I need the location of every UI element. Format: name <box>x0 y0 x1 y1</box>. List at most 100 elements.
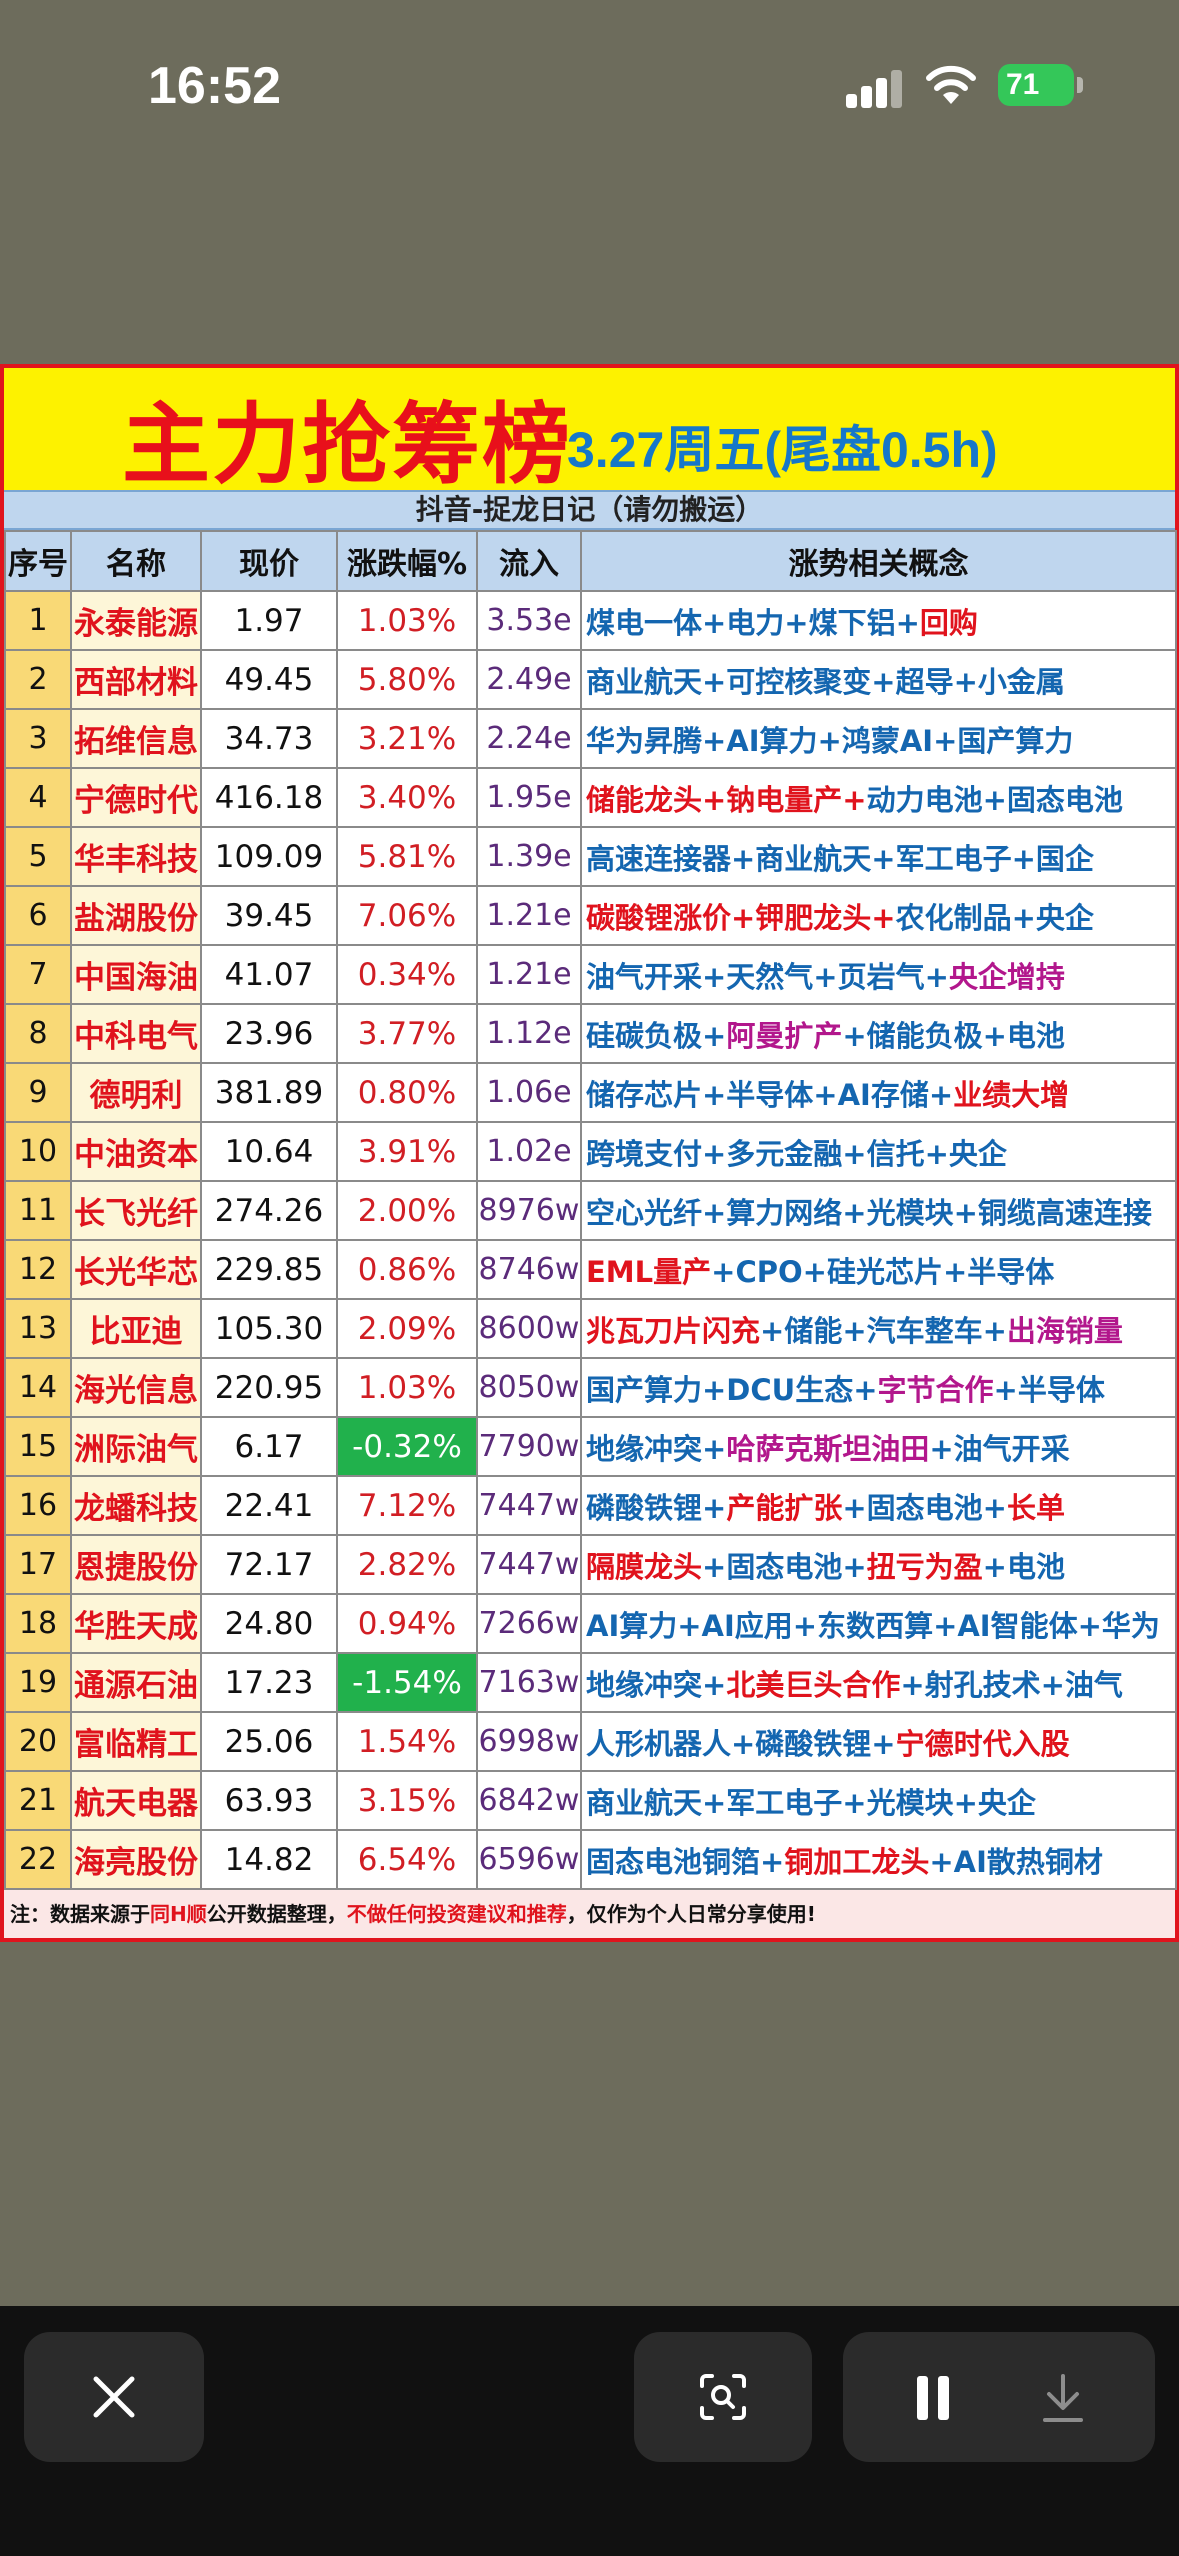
row-index: 4 <box>4 767 72 828</box>
price-change: -0.32% <box>336 1416 478 1477</box>
stock-name: 长光华芯 <box>70 1239 202 1300</box>
concept-segment: 碳酸锂涨价+钾肥龙头+ <box>586 900 896 935</box>
concept-segment: 铜加工龙头 <box>784 1844 930 1879</box>
row-index: 9 <box>4 1062 72 1123</box>
concept-segment: 储存芯片+半导体+AI存储+ <box>586 1077 954 1112</box>
stock-price: 24.80 <box>200 1593 338 1654</box>
ranking-table: 序号 名称 现价 涨跌幅% 流入 涨势相关概念 1 永泰能源 1.97 1.03% 3.… <box>4 530 1177 1890</box>
capital-inflow: 8976w <box>476 1180 582 1241</box>
price-change: 3.40% <box>336 767 478 828</box>
table-row: 21 航天电器 63.93 3.15% 6842w 商业航天+军工电子+光模块+央企 <box>4 1770 1177 1831</box>
concept-segment: 商业航天+可控核聚变+超导+小金属 <box>586 664 1065 699</box>
close-button[interactable] <box>24 2332 204 2462</box>
stock-price: 25.06 <box>200 1711 338 1772</box>
stock-price: 22.41 <box>200 1475 338 1536</box>
header-inflow: 流入 <box>476 530 582 592</box>
table-row: 8 中科电气 23.96 3.77% 1.12e 硅碳负极+阿曼扩产+储能负极+电池 <box>4 1003 1177 1064</box>
capital-inflow: 1.12e <box>476 1003 582 1064</box>
row-index: 1 <box>4 590 72 651</box>
concept-segment: 高速连接器+商业航天+军工电子+国企 <box>586 841 1094 876</box>
row-index: 18 <box>4 1593 72 1654</box>
stock-name: 华丰科技 <box>70 826 202 887</box>
table-row: 4 宁德时代 416.18 3.40% 1.95e 储能龙头+钠电量产+动力电池+固态电池 <box>4 767 1177 828</box>
capital-inflow: 2.49e <box>476 649 582 710</box>
row-index: 12 <box>4 1239 72 1300</box>
capital-inflow: 8746w <box>476 1239 582 1300</box>
capital-inflow: 6998w <box>476 1711 582 1772</box>
capital-inflow: 8600w <box>476 1298 582 1359</box>
download-icon[interactable] <box>1039 2372 1087 2424</box>
pause-icon[interactable] <box>913 2374 953 2422</box>
related-concepts: 国产算力+DCU生态+字节合作+半导体 <box>580 1357 1177 1418</box>
price-change: 0.80% <box>336 1062 478 1123</box>
table-row: 11 长飞光纤 274.26 2.00% 8976w 空心光纤+算力网络+光模块+铜缆高速… <box>4 1180 1177 1241</box>
concept-segment: 油气开采+天然气+页岩气+ <box>586 959 949 994</box>
price-change: 0.86% <box>336 1239 478 1300</box>
concept-segment: 人形机器人+磷酸铁锂+ <box>586 1726 896 1761</box>
row-index: 21 <box>4 1770 72 1831</box>
table-row: 14 海光信息 220.95 1.03% 8050w 国产算力+DCU生态+字节合作+半导… <box>4 1357 1177 1418</box>
table-row: 19 通源石油 17.23 -1.54% 7163w 地缘冲突+北美巨头合作+射孔技术+油… <box>4 1652 1177 1713</box>
stock-name: 中国海油 <box>70 944 202 1005</box>
concept-segment: 动力电池+固态电池 <box>866 782 1123 817</box>
related-concepts: 商业航天+军工电子+光模块+央企 <box>580 1770 1177 1831</box>
row-index: 10 <box>4 1121 72 1182</box>
concept-segment: 国产算力+DCU生态+ <box>586 1372 878 1407</box>
related-concepts: 隔膜龙头+固态电池+扭亏为盈+电池 <box>580 1534 1177 1595</box>
stock-price: 381.89 <box>200 1062 338 1123</box>
table-row: 22 海亮股份 14.82 6.54% 6596w 固态电池铜箔+铜加工龙头+AI散热铜材 <box>4 1829 1177 1890</box>
visual-search-button[interactable] <box>634 2332 812 2462</box>
stock-name: 恩捷股份 <box>70 1534 202 1595</box>
capital-inflow: 7447w <box>476 1534 582 1595</box>
table-row: 17 恩捷股份 72.17 2.82% 7447w 隔膜龙头+固态电池+扭亏为盈+电池 <box>4 1534 1177 1595</box>
stock-name: 中油资本 <box>70 1121 202 1182</box>
price-change: 5.81% <box>336 826 478 887</box>
row-index: 13 <box>4 1298 72 1359</box>
concept-segment: 农化制品+央企 <box>895 900 1094 935</box>
table-row: 15 洲际油气 6.17 -0.32% 7790w 地缘冲突+哈萨克斯坦油田+油气开采 <box>4 1416 1177 1477</box>
stock-price: 6.17 <box>200 1416 338 1477</box>
concept-segment: 华为昇腾+AI算力+鸿蒙AI+国产算力 <box>586 723 1074 758</box>
header-name: 名称 <box>70 530 202 592</box>
price-change: -1.54% <box>336 1652 478 1713</box>
bottom-toolbar <box>0 2306 1179 2556</box>
row-index: 22 <box>4 1829 72 1890</box>
media-controls <box>843 2332 1155 2462</box>
stock-name: 航天电器 <box>70 1770 202 1831</box>
concept-segment: 宁德时代入股 <box>895 1726 1070 1761</box>
stock-name: 永泰能源 <box>70 590 202 651</box>
related-concepts: 华为昇腾+AI算力+鸿蒙AI+国产算力 <box>580 708 1177 769</box>
capital-inflow: 7790w <box>476 1416 582 1477</box>
table-row: 6 盐湖股份 39.45 7.06% 1.21e 碳酸锂涨价+钾肥龙头+农化制品+央企 <box>4 885 1177 946</box>
related-concepts: 硅碳负极+阿曼扩产+储能负极+电池 <box>580 1003 1177 1064</box>
price-change: 1.54% <box>336 1711 478 1772</box>
stock-price: 109.09 <box>200 826 338 887</box>
table-row: 12 长光华芯 229.85 0.86% 8746w EML量产+CPO+硅光芯片+半导体 <box>4 1239 1177 1300</box>
table-row: 20 富临精工 25.06 1.54% 6998w 人形机器人+磷酸铁锂+宁德时代入股 <box>4 1711 1177 1772</box>
related-concepts: 跨境支付+多元金融+信托+央企 <box>580 1121 1177 1182</box>
price-change: 3.21% <box>336 708 478 769</box>
battery-level: 71 <box>998 64 1074 106</box>
stock-name: 盐湖股份 <box>70 885 202 946</box>
stock-name: 比亚迪 <box>70 1298 202 1359</box>
stock-name: 通源石油 <box>70 1652 202 1713</box>
stock-name: 宁德时代 <box>70 767 202 828</box>
related-concepts: 商业航天+可控核聚变+超导+小金属 <box>580 649 1177 710</box>
title-bar: 主力抢筹榜 3.27周五(尾盘0.5h) <box>4 368 1175 496</box>
row-index: 16 <box>4 1475 72 1536</box>
table-row: 10 中油资本 10.64 3.91% 1.02e 跨境支付+多元金融+信托+央企 <box>4 1121 1177 1182</box>
row-index: 5 <box>4 826 72 887</box>
concept-segment: +储能+汽车整车+ <box>760 1313 1007 1348</box>
price-change: 5.80% <box>336 649 478 710</box>
table-row: 16 龙蟠科技 22.41 7.12% 7447w 磷酸铁锂+产能扩张+固态电池+长单 <box>4 1475 1177 1536</box>
row-index: 20 <box>4 1711 72 1772</box>
price-change: 1.03% <box>336 590 478 651</box>
price-change: 2.82% <box>336 1534 478 1595</box>
concept-segment: 固态电池铜箔+ <box>586 1844 785 1879</box>
price-change: 7.12% <box>336 1475 478 1536</box>
stock-price: 14.82 <box>200 1829 338 1890</box>
table-body: 1 永泰能源 1.97 1.03% 3.53e 煤电一体+电力+煤下铝+回购 2 西部材料 49… <box>4 590 1177 1890</box>
price-change: 0.94% <box>336 1593 478 1654</box>
visual-search-icon <box>700 2374 746 2420</box>
concept-segment: 阿曼扩产 <box>726 1018 843 1053</box>
